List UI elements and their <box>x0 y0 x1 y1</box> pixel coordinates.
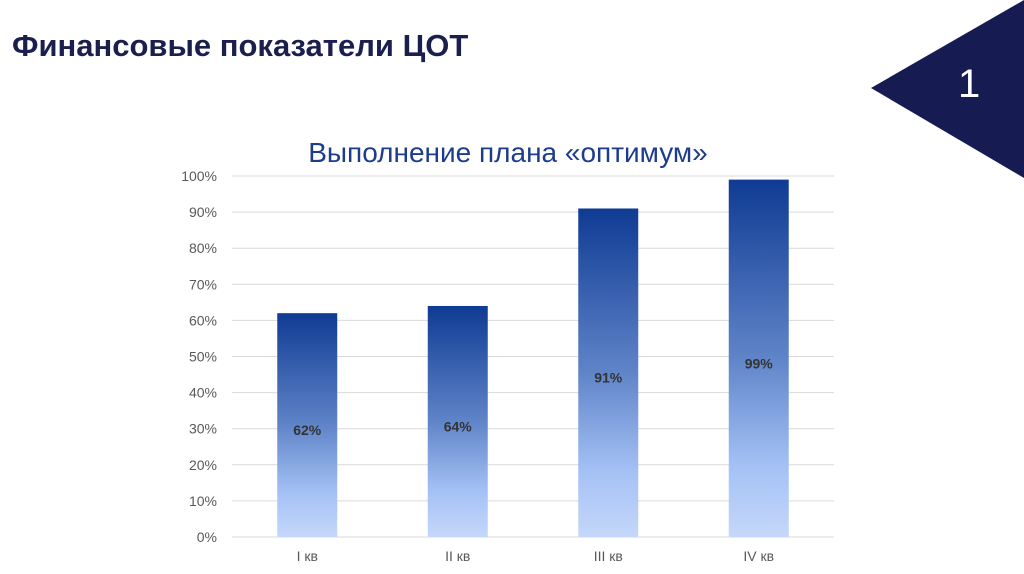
x-tick-label: IV кв <box>743 548 774 564</box>
y-tick-label: 100% <box>181 168 217 184</box>
bar <box>427 305 488 537</box>
bar <box>578 208 639 538</box>
chart-title: Выполнение плана «оптимум» <box>308 137 707 168</box>
data-label: 91% <box>594 370 623 386</box>
y-tick-label: 90% <box>189 204 217 220</box>
corner-triangle-decoration <box>871 0 1024 178</box>
y-tick-label: 20% <box>189 457 217 473</box>
y-tick-label: 10% <box>189 493 217 509</box>
y-tick-label: 60% <box>189 312 217 328</box>
bar <box>728 179 789 538</box>
y-tick-label: 70% <box>189 276 217 292</box>
slide-number: 1 <box>958 62 981 106</box>
data-label: 62% <box>293 422 322 438</box>
data-label: 64% <box>444 418 473 434</box>
y-tick-label: 30% <box>189 421 217 437</box>
bar <box>277 313 338 537</box>
slide-title: Финансовые показатели ЦОТ <box>12 28 469 63</box>
y-tick-label: 50% <box>189 349 217 365</box>
x-tick-label: II кв <box>445 548 470 564</box>
y-tick-label: 80% <box>189 240 217 256</box>
y-tick-label: 40% <box>189 385 217 401</box>
x-tick-label: III кв <box>594 548 623 564</box>
x-tick-label: I кв <box>297 548 318 564</box>
y-tick-label: 0% <box>197 529 217 545</box>
data-label: 99% <box>745 355 774 371</box>
